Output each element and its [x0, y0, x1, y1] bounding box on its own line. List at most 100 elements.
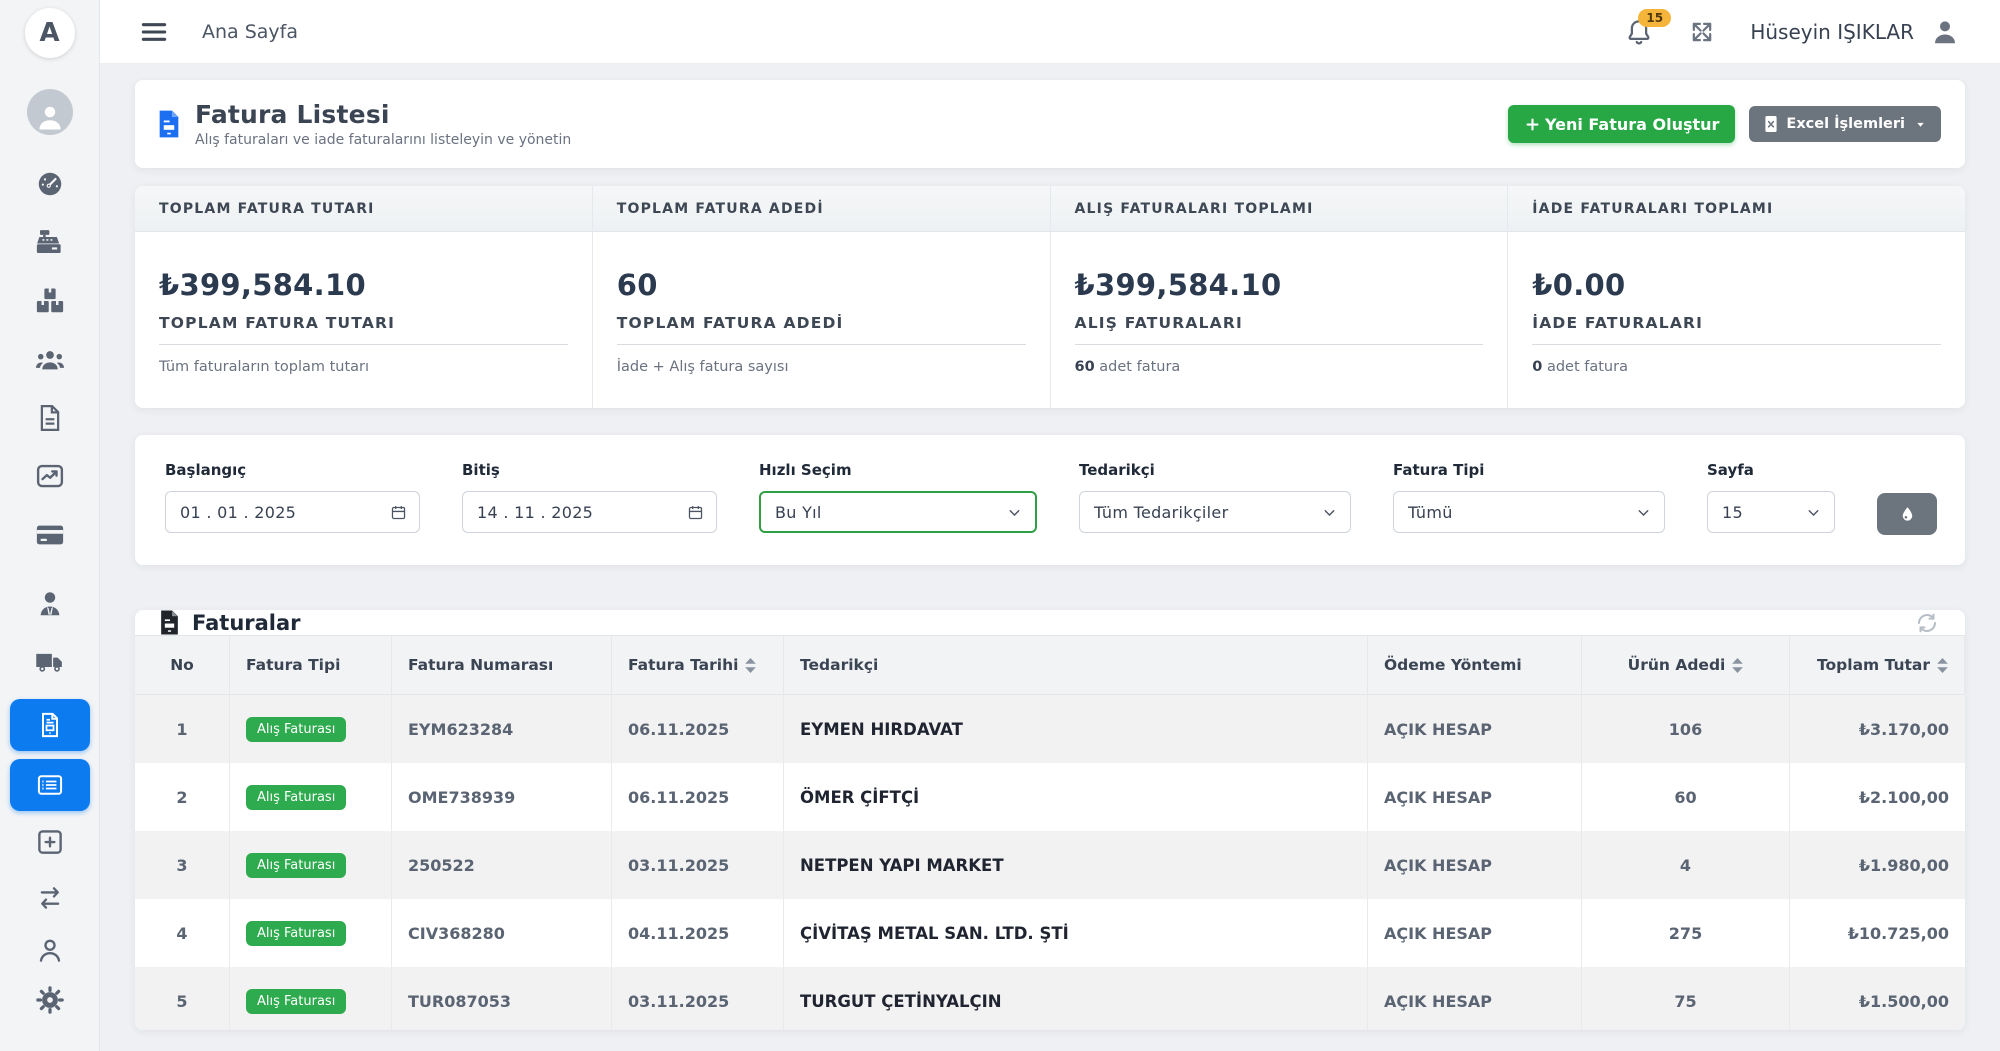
col-header-payment-method: Ödeme Yöntemi [1368, 635, 1582, 695]
page-subtitle: Alış faturaları ve iade faturalarını lis… [195, 132, 572, 148]
sidebar-item-invoices-active[interactable] [9, 699, 90, 751]
invoice-type-badge: Alış Faturası [246, 988, 347, 1014]
col-header-item-count[interactable]: Ürün Adedi [1582, 635, 1790, 695]
chevron-down-icon [1638, 509, 1649, 516]
chevron-down-icon [1324, 509, 1335, 516]
col-header-invoice-date[interactable]: Fatura Tarihi [612, 635, 784, 695]
excel-operations-button[interactable]: Excel İşlemleri [1749, 106, 1941, 142]
chevron-down-icon [1009, 509, 1020, 516]
calendar-icon[interactable] [687, 504, 704, 521]
cell-item-count: 275 [1582, 899, 1790, 967]
sidebar-item-add[interactable] [35, 827, 65, 857]
new-invoice-button[interactable]: Yeni Fatura Oluştur [1507, 105, 1736, 143]
page-size-dropdown[interactable]: 15 [1707, 491, 1835, 533]
sidebar-item-settings[interactable] [35, 985, 65, 1015]
sidebar-item-dashboard[interactable] [35, 169, 65, 199]
sidebar-item-transfers[interactable] [35, 883, 65, 913]
sidebar-item-invoice-list-active[interactable] [9, 759, 90, 811]
stat-header: TOPLAM FATURA ADEDİ [592, 186, 1050, 232]
fullscreen-icon[interactable] [1688, 18, 1716, 46]
page-header-card: Fatura Listesi Alış faturaları ve iade f… [135, 80, 1965, 168]
hamburger-menu-icon[interactable] [138, 16, 170, 48]
invoice-page-icon [159, 110, 179, 138]
topbar: Ana Sayfa 15 Hüseyin IŞIKLAR [100, 0, 2000, 64]
boxes-icon [36, 288, 63, 313]
cell-invoice-date: 03.11.2025 [612, 831, 784, 899]
cell-supplier: TURGUT ÇETİNYALÇIN [784, 967, 1368, 1030]
list-icon [37, 775, 62, 795]
col-header-supplier: Tedarikçi [784, 635, 1368, 695]
start-date-label: Başlangıç [165, 461, 247, 479]
invoice-type-dropdown[interactable]: Tümü [1393, 491, 1665, 533]
dashboard-icon [38, 172, 61, 196]
avatar-person-icon [38, 106, 61, 130]
stat-total-amount: TOPLAM FATURA TUTARI ₺399,584.10 TOPLAM … [135, 186, 593, 408]
page-size-label: Sayfa [1707, 461, 1754, 479]
quick-select-value: Bu Yıl [775, 502, 822, 522]
sidebar-item-customers[interactable] [35, 345, 65, 375]
cell-total: ₺3.170,00 [1790, 695, 1965, 763]
sort-icon [745, 657, 757, 673]
col-header-invoice-number: Fatura Numarası [392, 635, 612, 695]
stat-header: ALIŞ FATURALARI TOPLAMI [1050, 186, 1508, 232]
cell-no: 1 [135, 695, 230, 763]
chart-line-icon [36, 464, 63, 488]
sidebar-item-payments[interactable] [35, 520, 65, 550]
app-logo[interactable]: A [24, 8, 75, 58]
caret-down-icon [1917, 122, 1924, 127]
sidebar-item-reports[interactable] [35, 461, 65, 491]
avatar[interactable] [26, 89, 73, 135]
user-name[interactable]: Hüseyin IŞIKLAR [1750, 19, 1914, 44]
calendar-icon[interactable] [390, 504, 407, 521]
file-invoice-icon [41, 712, 58, 738]
stat-note-bold: 60 [1074, 359, 1095, 375]
refresh-icon[interactable] [1915, 611, 1939, 635]
notifications-button[interactable]: 15 [1624, 8, 1672, 47]
cell-payment-method: AÇIK HESAP [1368, 967, 1582, 1030]
cell-invoice-number: TUR087053 [392, 967, 612, 1030]
gear-icon [35, 986, 64, 1014]
cell-total: ₺2.100,00 [1790, 763, 1965, 831]
invoice-type-badge: Alış Faturası [246, 716, 347, 742]
start-date-input[interactable]: 01 . 01 . 2025 [165, 491, 420, 533]
col-header-invoice-type: Fatura Tipi [230, 635, 392, 695]
clear-filters-button[interactable] [1877, 493, 1937, 535]
logo-letter: A [39, 18, 60, 48]
plus-icon [1526, 117, 1539, 131]
filters-card: Başlangıç 01 . 01 . 2025 Bitiş 14 . 11 .… [135, 435, 1965, 565]
stat-label: TOPLAM FATURA TUTARI [159, 314, 396, 332]
square-plus-icon [37, 830, 62, 854]
cell-invoice-date: 06.11.2025 [612, 695, 784, 763]
cell-supplier: ÖMER ÇİFTÇİ [784, 763, 1368, 831]
cell-invoice-date: 03.11.2025 [612, 967, 784, 1030]
quick-select-dropdown[interactable]: Bu Yıl [759, 491, 1037, 533]
user-icon[interactable] [1930, 17, 1960, 47]
sidebar-item-documents[interactable] [35, 403, 65, 433]
cell-invoice-number: CIV368280 [392, 899, 612, 967]
stat-note-bold: 0 [1532, 359, 1543, 375]
cell-supplier: ÇİVİTAŞ METAL SAN. LTD. ŞTİ [784, 899, 1368, 967]
end-date-input[interactable]: 14 . 11 . 2025 [462, 491, 717, 533]
sidebar-item-personnel[interactable] [35, 589, 65, 619]
stat-value: 60 [616, 268, 658, 302]
stat-header: TOPLAM FATURA TUTARI [135, 186, 592, 232]
invoice-type-filter-label: Fatura Tipi [1393, 461, 1485, 479]
cell-supplier: EYMEN HIRDAVAT [784, 695, 1368, 763]
sidebar-item-inventory[interactable] [35, 286, 65, 316]
sidebar-item-profile[interactable] [35, 935, 65, 965]
stat-value: ₺399,584.10 [1074, 268, 1282, 302]
breadcrumb: Ana Sayfa [202, 20, 299, 43]
cell-supplier: NETPEN YAPI MARKET [784, 831, 1368, 899]
supplier-dropdown[interactable]: Tüm Tedarikçiler [1079, 491, 1351, 533]
col-header-total[interactable]: Toplam Tutar [1790, 635, 1965, 695]
supplier-value: Tüm Tedarikçiler [1094, 502, 1229, 522]
sidebar-item-shipping[interactable] [35, 647, 65, 677]
invoices-table-title: Faturalar [192, 610, 301, 635]
new-invoice-label: Yeni Fatura Oluştur [1544, 114, 1720, 134]
sidebar: A [0, 0, 100, 1051]
cell-no: 3 [135, 831, 230, 899]
stats-card: TOPLAM FATURA TUTARI ₺399,584.10 TOPLAM … [135, 186, 1965, 408]
sidebar-item-sales[interactable] [35, 227, 65, 257]
stat-label: ALIŞ FATURALARI [1074, 314, 1243, 332]
eraser-icon [1902, 506, 1912, 521]
